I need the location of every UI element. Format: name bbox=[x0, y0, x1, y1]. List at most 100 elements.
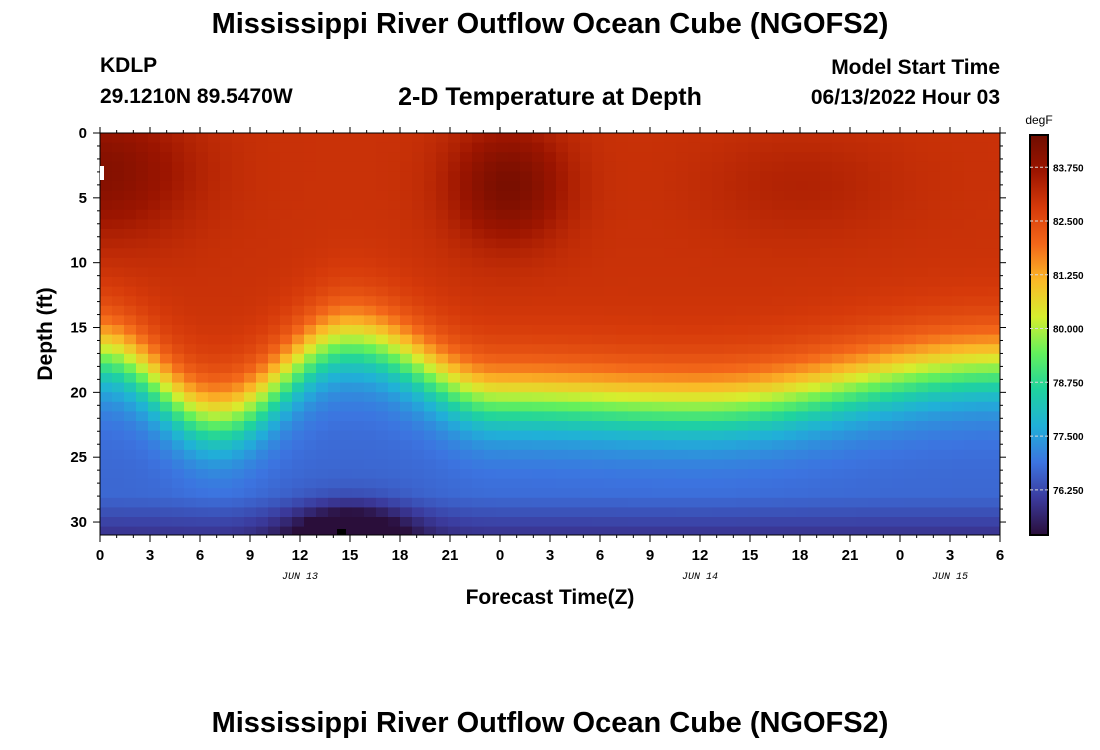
heatmap-cell bbox=[436, 133, 449, 144]
heatmap-cell bbox=[952, 334, 965, 345]
heatmap-cell bbox=[844, 526, 857, 535]
heatmap-cell bbox=[772, 517, 785, 528]
heatmap-cell bbox=[880, 469, 893, 480]
heatmap-cell bbox=[328, 421, 341, 432]
heatmap-cell bbox=[628, 277, 641, 288]
heatmap-cell bbox=[100, 248, 113, 259]
heatmap-cell bbox=[100, 257, 113, 268]
heatmap-cell bbox=[544, 488, 557, 499]
heatmap-cell bbox=[772, 257, 785, 268]
heatmap-cell bbox=[364, 411, 377, 422]
heatmap-cell bbox=[280, 257, 293, 268]
heatmap-cell bbox=[208, 363, 221, 374]
heatmap-cell bbox=[112, 430, 125, 441]
heatmap-cell bbox=[280, 219, 293, 230]
heatmap-cell bbox=[196, 142, 209, 153]
heatmap-cell bbox=[976, 238, 989, 249]
heatmap-cell bbox=[256, 449, 269, 460]
heatmap-cell bbox=[340, 133, 353, 144]
heatmap-cell bbox=[964, 392, 977, 403]
heatmap-cell bbox=[196, 373, 209, 384]
heatmap-cell bbox=[412, 411, 425, 422]
heatmap-cell bbox=[484, 142, 497, 153]
heatmap-cell bbox=[532, 238, 545, 249]
heatmap-cell bbox=[388, 449, 401, 460]
heatmap-cell bbox=[904, 469, 917, 480]
heatmap-cell bbox=[892, 190, 905, 201]
heatmap-cell bbox=[760, 171, 773, 182]
heatmap-cell bbox=[868, 382, 881, 393]
heatmap-cell bbox=[472, 353, 485, 364]
heatmap-cell bbox=[172, 421, 185, 432]
heatmap-cell bbox=[628, 286, 641, 297]
heatmap-cell bbox=[652, 421, 665, 432]
heatmap-cell bbox=[400, 382, 413, 393]
heatmap-cell bbox=[124, 353, 137, 364]
heatmap-cell bbox=[460, 411, 473, 422]
heatmap-cell bbox=[592, 296, 605, 307]
heatmap-cell bbox=[724, 200, 737, 211]
heatmap-cell bbox=[868, 478, 881, 489]
heatmap-cell bbox=[616, 181, 629, 192]
heatmap-cell bbox=[664, 449, 677, 460]
heatmap-cell bbox=[376, 200, 389, 211]
heatmap-cell bbox=[472, 401, 485, 412]
heatmap-cell bbox=[700, 142, 713, 153]
heatmap-cell bbox=[400, 421, 413, 432]
heatmap-cell bbox=[616, 315, 629, 326]
heatmap-cell bbox=[220, 325, 233, 336]
heatmap-cell bbox=[724, 181, 737, 192]
heatmap-cell bbox=[592, 305, 605, 316]
heatmap-cell bbox=[328, 315, 341, 326]
heatmap-cell bbox=[496, 344, 509, 355]
heatmap-cell bbox=[472, 152, 485, 163]
heatmap-cell bbox=[244, 142, 257, 153]
heatmap-cell bbox=[376, 517, 389, 528]
x-axis-title: Forecast Time(Z) bbox=[466, 586, 635, 609]
heatmap-cell bbox=[796, 497, 809, 508]
heatmap-cell bbox=[196, 305, 209, 316]
heatmap-cell bbox=[316, 344, 329, 355]
heatmap-cell bbox=[172, 161, 185, 172]
heatmap-cell bbox=[472, 478, 485, 489]
heatmap-cell bbox=[868, 229, 881, 240]
heatmap-cell bbox=[724, 411, 737, 422]
heatmap-cell bbox=[244, 257, 257, 268]
heatmap-cell bbox=[436, 507, 449, 518]
heatmap-cell bbox=[796, 517, 809, 528]
heatmap-cell bbox=[436, 517, 449, 528]
heatmap-cell bbox=[124, 152, 137, 163]
heatmap-cell bbox=[412, 200, 425, 211]
heatmap-cell bbox=[472, 219, 485, 230]
heatmap-cell bbox=[796, 507, 809, 518]
heatmap-cell bbox=[976, 459, 989, 470]
heatmap-cell bbox=[376, 488, 389, 499]
heatmap-cell bbox=[160, 478, 173, 489]
heatmap-cell bbox=[880, 353, 893, 364]
heatmap-cell bbox=[352, 190, 365, 201]
heatmap-cell bbox=[988, 315, 1000, 326]
heatmap-cell bbox=[628, 459, 641, 470]
heatmap-cell bbox=[352, 296, 365, 307]
heatmap-cell bbox=[784, 430, 797, 441]
heatmap-cell bbox=[616, 238, 629, 249]
heatmap-cell bbox=[616, 459, 629, 470]
heatmap-cell bbox=[448, 517, 461, 528]
heatmap-cell bbox=[388, 334, 401, 345]
heatmap-cell bbox=[424, 469, 437, 480]
heatmap-cell bbox=[316, 209, 329, 220]
heatmap-cell bbox=[232, 469, 245, 480]
heatmap-cell bbox=[280, 344, 293, 355]
heatmap-cell bbox=[928, 382, 941, 393]
heatmap-cell bbox=[124, 526, 137, 535]
heatmap-cell bbox=[604, 229, 617, 240]
heatmap-cell bbox=[484, 209, 497, 220]
heatmap-cell bbox=[292, 334, 305, 345]
heatmap-cell bbox=[940, 334, 953, 345]
heatmap-cell bbox=[640, 478, 653, 489]
heatmap-cell bbox=[604, 353, 617, 364]
heatmap-cell bbox=[616, 353, 629, 364]
heatmap-cell bbox=[472, 238, 485, 249]
heatmap-cell bbox=[844, 200, 857, 211]
heatmap-cell bbox=[784, 305, 797, 316]
